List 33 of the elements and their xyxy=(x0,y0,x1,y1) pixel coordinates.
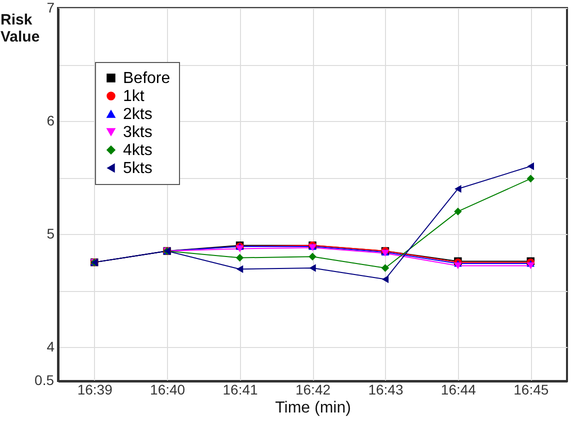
y-tick-label: 6 xyxy=(46,112,55,129)
point xyxy=(381,264,390,272)
point xyxy=(309,264,316,272)
legend-label: 3kts xyxy=(123,124,152,141)
point xyxy=(382,275,389,284)
y-tick-label: 5 xyxy=(46,226,55,242)
text: 0.5 xyxy=(34,372,54,388)
point xyxy=(454,208,462,216)
point xyxy=(454,184,462,193)
point xyxy=(236,254,244,262)
y-tick-label: 4 xyxy=(46,338,55,355)
legend-label: 4kts xyxy=(123,142,152,159)
x-tick-label: 16:41 xyxy=(222,382,258,398)
legend-label: 5kts xyxy=(123,160,152,177)
x-tick-label: 16:39 xyxy=(77,382,113,398)
legend-label: Before xyxy=(123,70,170,87)
point xyxy=(526,174,535,183)
point xyxy=(236,245,244,252)
x-tick-label: 16:45 xyxy=(514,382,549,398)
point xyxy=(308,252,316,261)
y-tick-label: 7 xyxy=(46,0,55,16)
legend-label: 2kts xyxy=(123,106,152,123)
point xyxy=(527,162,534,170)
legend-label: 1kt xyxy=(123,88,145,105)
x-tick-label: 16:42 xyxy=(295,382,331,398)
x-tick-label: 16:40 xyxy=(150,382,186,398)
x-tick-label: 16:43 xyxy=(368,382,404,398)
point xyxy=(526,262,535,270)
point xyxy=(454,262,462,270)
x-tick-label: 16:44 xyxy=(440,382,476,398)
x-axis-title: Time (min) xyxy=(275,400,351,416)
point xyxy=(236,265,244,273)
y-axis-title: Risk Value xyxy=(0,12,40,46)
